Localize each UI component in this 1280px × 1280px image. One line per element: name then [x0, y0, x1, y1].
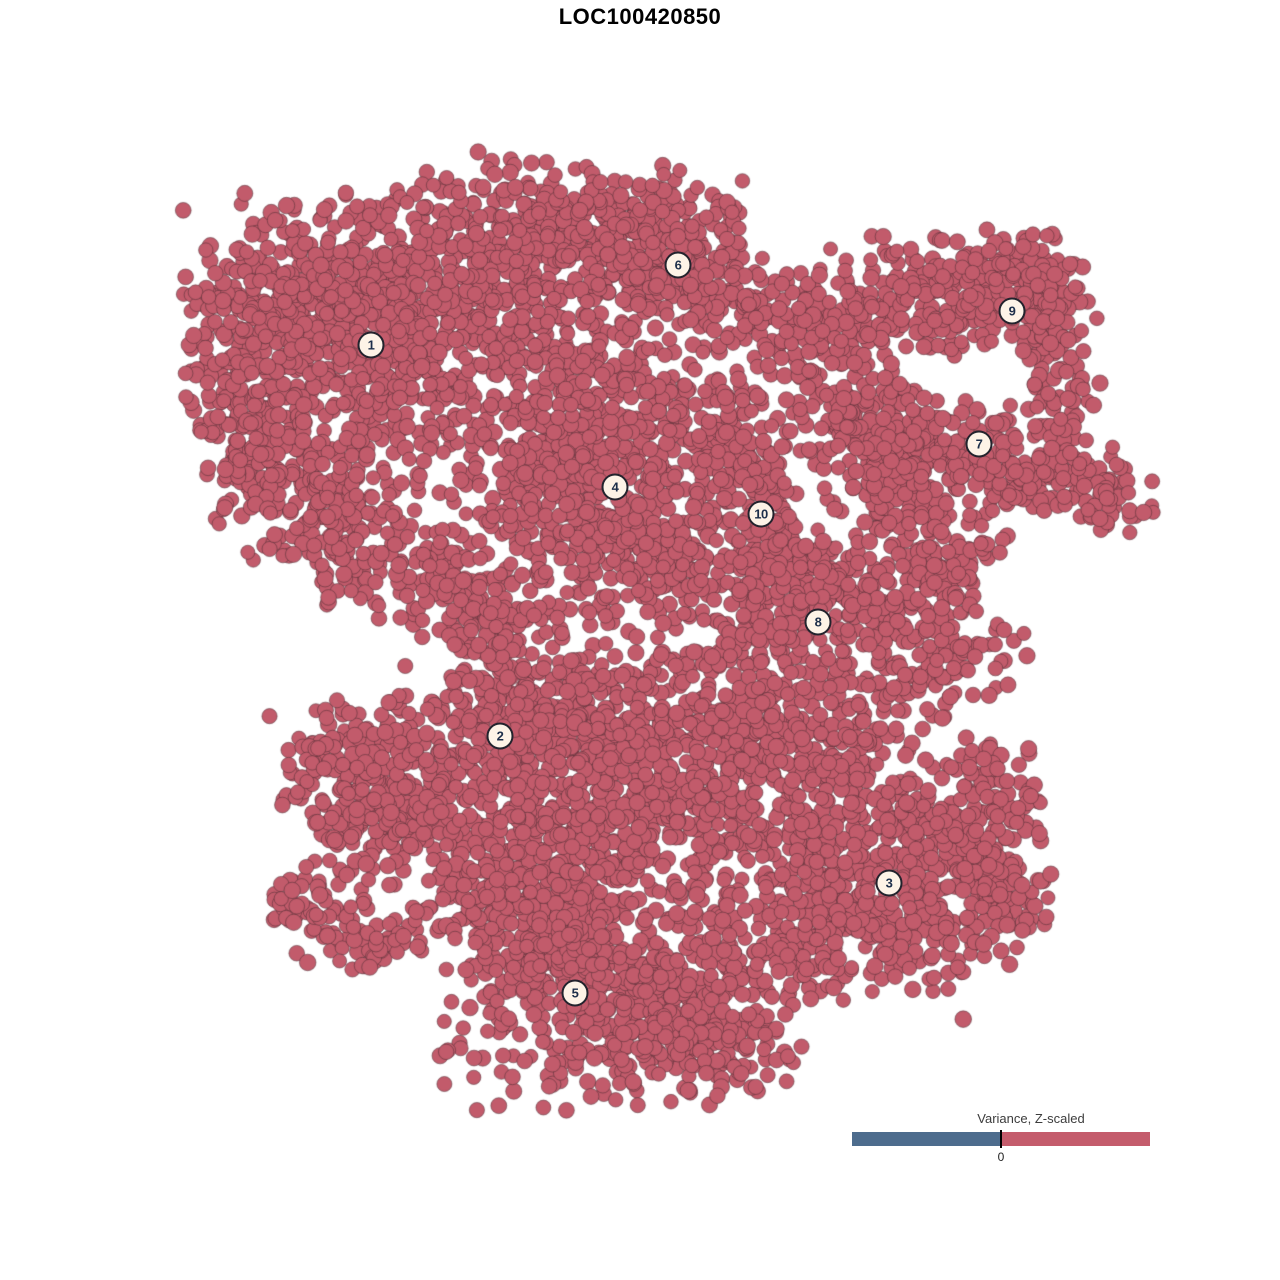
cluster-label-7[interactable]: 7 — [965, 430, 993, 458]
cluster-label-5[interactable]: 5 — [561, 979, 589, 1007]
legend-colorbar — [852, 1130, 1150, 1148]
legend-zero-label: 0 — [997, 1150, 1005, 1164]
cluster-label-3[interactable]: 3 — [875, 869, 903, 897]
cluster-label-10[interactable]: 10 — [747, 500, 775, 528]
legend-negative-segment — [852, 1132, 1001, 1146]
legend-positive-segment — [1001, 1132, 1150, 1146]
legend: Variance, Z-scaled 0 — [852, 1111, 1150, 1164]
cluster-label-1[interactable]: 1 — [357, 331, 385, 359]
legend-title: Variance, Z-scaled — [977, 1111, 1085, 1126]
cluster-label-2[interactable]: 2 — [486, 722, 514, 750]
legend-zero-tick — [1000, 1130, 1002, 1148]
cluster-label-8[interactable]: 8 — [804, 608, 832, 636]
cluster-label-4[interactable]: 4 — [601, 473, 629, 501]
cluster-label-9[interactable]: 9 — [998, 297, 1026, 325]
cluster-label-6[interactable]: 6 — [664, 251, 692, 279]
